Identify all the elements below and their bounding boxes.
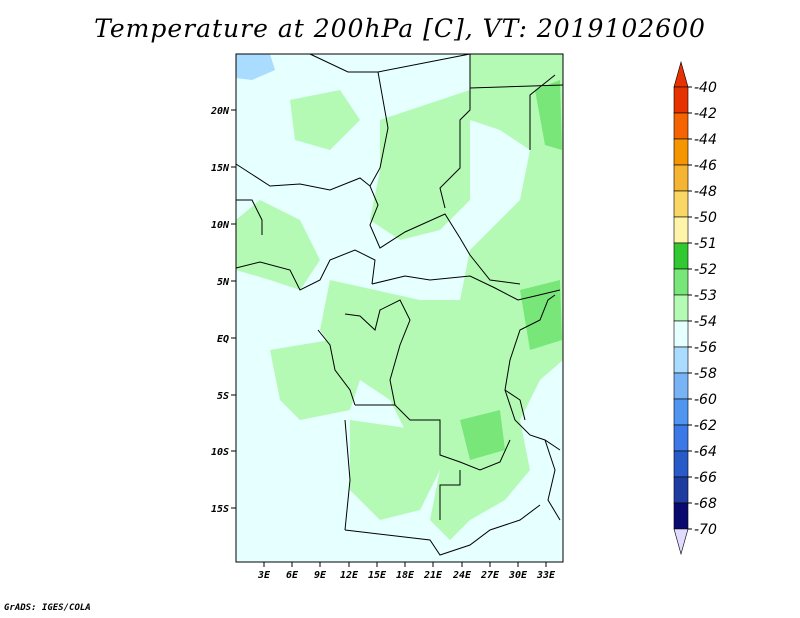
colorbar-swatch	[673, 346, 689, 374]
colorbar-label: -50	[694, 210, 717, 226]
colorbar-swatch	[673, 528, 689, 556]
colorbar-label: -46	[694, 158, 717, 174]
colorbar-swatch	[673, 424, 689, 452]
colorbar-swatch	[673, 502, 689, 530]
country-boundaries	[235, 53, 564, 556]
lat-tick-label: 10S	[211, 447, 229, 458]
colorbar-swatch	[673, 450, 689, 478]
field-region-north	[370, 90, 470, 240]
lon-tick-label: 24E	[452, 570, 472, 581]
colorbar-label: -68	[694, 496, 717, 512]
lon-tick-label: 30E	[508, 570, 528, 581]
field-region-southwest	[270, 340, 360, 420]
colorbar-swatch	[673, 164, 689, 192]
lat-tick-label: 10N	[211, 220, 230, 231]
field-region-cold-northwest	[236, 54, 275, 80]
chart-title: Temperature at 200hPa [C], VT: 201910260…	[94, 14, 706, 43]
colorbar-swatch	[673, 60, 689, 88]
colorbar-swatch	[673, 138, 689, 166]
colorbar-swatch	[673, 268, 689, 296]
colorbar: -40 -42 -44 -46 -48 -50 -51 -52 -53 -54 -56 -58 -60 -…	[673, 60, 717, 556]
colorbar-swatch	[673, 372, 689, 400]
colorbar-swatch	[673, 476, 689, 504]
lat-tick-label: 15S	[211, 504, 229, 515]
colorbar-label: -56	[694, 340, 717, 356]
lon-tick-label: 33E	[536, 570, 556, 581]
lon-tick-label: 12E	[340, 570, 359, 581]
field-region-south	[350, 420, 440, 520]
map-frame	[235, 53, 564, 563]
field-region-west	[236, 200, 320, 290]
colorbar-swatch	[673, 190, 689, 218]
field-region-darker-northeast	[535, 80, 562, 150]
colorbar-swatch	[673, 216, 689, 244]
lon-tick-label: 21E	[423, 570, 443, 581]
colorbar-label: -51	[694, 236, 717, 252]
colorbar-label: -48	[694, 184, 717, 200]
colorbar-label: -40	[694, 80, 717, 96]
lat-tick-label: 20N	[210, 106, 230, 117]
colorbar-label: -66	[694, 470, 717, 486]
lon-tick-label: 27E	[480, 570, 500, 581]
lon-tick-label: 18E	[396, 570, 415, 581]
colorbar-swatch	[673, 112, 689, 140]
field-region-darker-lakes	[460, 410, 505, 460]
colorbar-swatch	[673, 86, 689, 114]
colorbar-label: -52	[694, 262, 717, 278]
lat-tick-label: EQ	[217, 334, 229, 345]
colorbar-swatch	[673, 242, 689, 270]
lon-tick-label: 9E	[314, 570, 327, 581]
colorbar-label: -62	[694, 418, 717, 434]
longitude-axis: 3E 6E 9E 12E 15E 18E 21E 24E 27E 30E 33E	[257, 562, 556, 581]
field-region-northwest	[290, 90, 360, 150]
colorbar-swatch	[673, 294, 689, 322]
lat-tick-label: 15N	[211, 163, 230, 174]
credit-text: GrADS: IGES/COLA	[4, 603, 91, 613]
colorbar-swatch	[673, 320, 689, 348]
lon-tick-label: 6E	[286, 570, 299, 581]
lat-tick-label: 5N	[217, 277, 230, 288]
latitude-axis: 20N 15N 10N 5N EQ 5S 10S 15S	[210, 106, 236, 515]
colorbar-label: -53	[694, 288, 717, 304]
colorbar-label: -58	[694, 366, 717, 382]
colorbar-label: -44	[694, 132, 717, 148]
map-panel	[235, 53, 564, 563]
colorbar-label: -64	[694, 444, 717, 460]
lon-tick-label: 15E	[368, 570, 387, 581]
colorbar-label: -54	[694, 314, 717, 330]
lon-tick-label: 3E	[257, 570, 271, 581]
colorbar-label: -70	[694, 522, 717, 538]
colorbar-label: -42	[694, 106, 717, 122]
field-region-central	[320, 280, 490, 440]
lat-tick-label: 5S	[217, 391, 229, 402]
colorbar-swatch	[673, 398, 689, 426]
colorbar-label: -60	[694, 392, 717, 408]
